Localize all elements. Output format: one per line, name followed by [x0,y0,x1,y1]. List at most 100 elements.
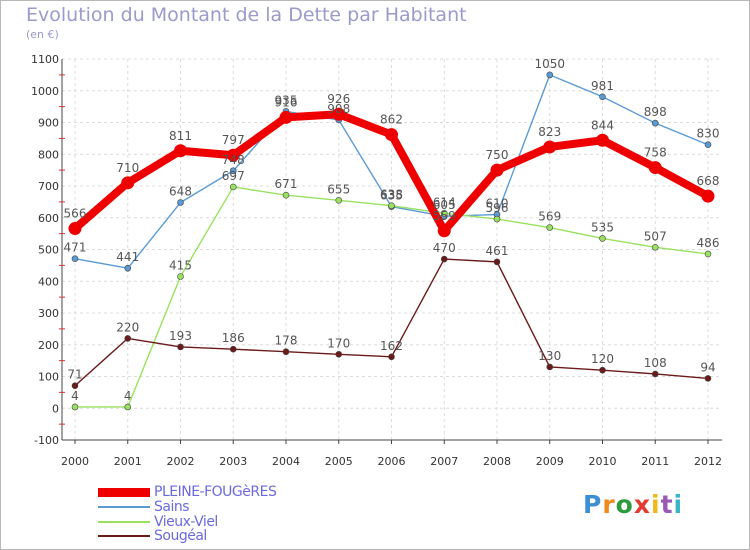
x-tick-label: 2006 [378,455,406,468]
data-label-pleine-foug-res: 750 [486,148,509,162]
data-label-vieux-viel: 671 [275,177,298,191]
data-point-vieux-viel [124,403,132,411]
chart-title: Evolution du Montant de la Dette par Hab… [26,4,467,26]
legend-swatch-pleine-fougeres [98,487,150,497]
legend-item-sougeal: Sougéal [98,528,207,544]
y-tick-label: 900 [38,117,59,130]
data-point-soug-al [124,335,132,342]
data-label-vieux-viel: 596 [486,201,509,215]
data-point-vieux-viel [71,403,79,411]
data-label-soug-al: 193 [169,329,192,343]
data-point-soug-al [440,255,448,263]
data-point-soug-al [71,382,79,390]
data-label-pleine-foug-res: 797 [222,133,245,147]
data-point-soug-al [177,343,184,351]
data-point-vieux-viel [229,183,237,191]
data-label-vieux-viel: 4 [71,389,79,403]
x-tick-label: 2000 [61,455,89,468]
data-point-vieux-viel [651,243,659,251]
y-tick-label: 0 [52,402,59,415]
data-point-sains [546,71,554,79]
y-tick-label: 500 [38,244,59,257]
data-label-soug-al: 178 [275,334,298,348]
y-tick-label: 400 [38,275,59,288]
data-point-vieux-viel [177,273,184,280]
legend-item-pleine-fougeres: PLEINE-FOUGèRES [98,484,277,500]
legend-label-sains: Sains [154,499,190,515]
data-label-soug-al: 220 [116,320,139,334]
data-point-pleine-foug-res [332,107,346,121]
legend-item-vieux-viel: Vieux-Viel [98,514,218,530]
data-label-pleine-foug-res: 862 [380,113,403,127]
data-label-soug-al: 108 [644,356,667,370]
data-point-pleine-foug-res [596,133,609,147]
data-label-sains: 1050 [534,57,565,71]
legend-swatch-vieux-viel [98,521,150,523]
data-point-soug-al [282,348,290,356]
data-point-vieux-viel [704,250,712,258]
y-tick-label: 300 [38,307,59,320]
y-tick-label: 1000 [31,85,59,98]
x-tick-label: 2009 [536,455,564,468]
data-label-sains: 981 [591,79,614,93]
data-label-vieux-viel: 486 [697,236,720,250]
y-tick-label: 800 [38,148,59,161]
data-point-pleine-foug-res [279,110,293,124]
data-label-soug-al: 71 [67,368,82,382]
data-point-sains [229,167,237,175]
y-tick-label: -100 [34,434,59,447]
data-label-sains: 635 [380,189,403,203]
data-point-sains [651,119,659,127]
data-label-soug-al: 170 [327,336,350,350]
data-point-soug-al [599,366,606,374]
y-tick-label: 600 [38,212,59,225]
data-label-pleine-foug-res: 844 [591,118,614,132]
data-label-sains: 898 [644,105,667,119]
data-label-vieux-viel: 569 [538,210,561,224]
data-label-sains: 605 [433,198,456,212]
x-tick-label: 2003 [219,455,247,468]
data-point-pleine-foug-res [385,128,398,142]
data-point-soug-al [388,353,395,361]
data-label-soug-al: 130 [538,349,561,363]
x-tick-label: 2011 [641,455,669,468]
legend-swatch-sougeal [98,535,150,537]
x-tick-label: 2010 [589,455,617,468]
data-label-soug-al: 470 [433,241,456,255]
data-label-soug-al: 186 [222,331,245,345]
data-point-sains [71,255,79,263]
data-point-vieux-viel [599,235,606,242]
legend-swatch-sains [98,506,150,508]
data-point-sains [177,199,184,206]
data-point-pleine-foug-res [701,189,715,203]
data-point-pleine-foug-res [648,161,662,175]
y-tick-label: 1100 [31,53,59,66]
data-label-soug-al: 162 [380,339,403,353]
data-label-sains: 748 [222,153,245,167]
data-point-sains [704,141,712,149]
data-label-pleine-foug-res: 710 [116,161,139,175]
data-label-sains: 471 [64,241,87,255]
data-point-soug-al [493,258,501,266]
data-label-vieux-viel: 638 [380,188,403,202]
legend-label-sougeal: Sougéal [154,528,207,544]
data-label-pleine-foug-res: 566 [64,207,87,221]
data-point-vieux-viel [388,202,395,209]
x-tick-label: 2012 [694,455,722,468]
x-tick-label: 2002 [167,455,195,468]
data-label-sains: 648 [169,185,192,199]
data-point-soug-al [229,345,237,353]
x-tick-label: 2001 [114,455,142,468]
data-point-vieux-viel [282,191,290,199]
data-point-vieux-viel [440,210,448,217]
data-label-sains: 935 [275,93,298,107]
data-label-pleine-foug-res: 559 [433,209,456,223]
data-point-pleine-foug-res [121,176,135,190]
data-point-sains [124,264,132,272]
data-label-vieux-viel: 415 [169,258,192,272]
proxiti-logo: Proxiti [583,490,684,519]
data-point-sains [599,93,606,101]
x-tick-label: 2008 [483,455,511,468]
data-label-pleine-foug-res: 811 [169,129,192,143]
chart-unit-label: (en €) [26,28,59,41]
